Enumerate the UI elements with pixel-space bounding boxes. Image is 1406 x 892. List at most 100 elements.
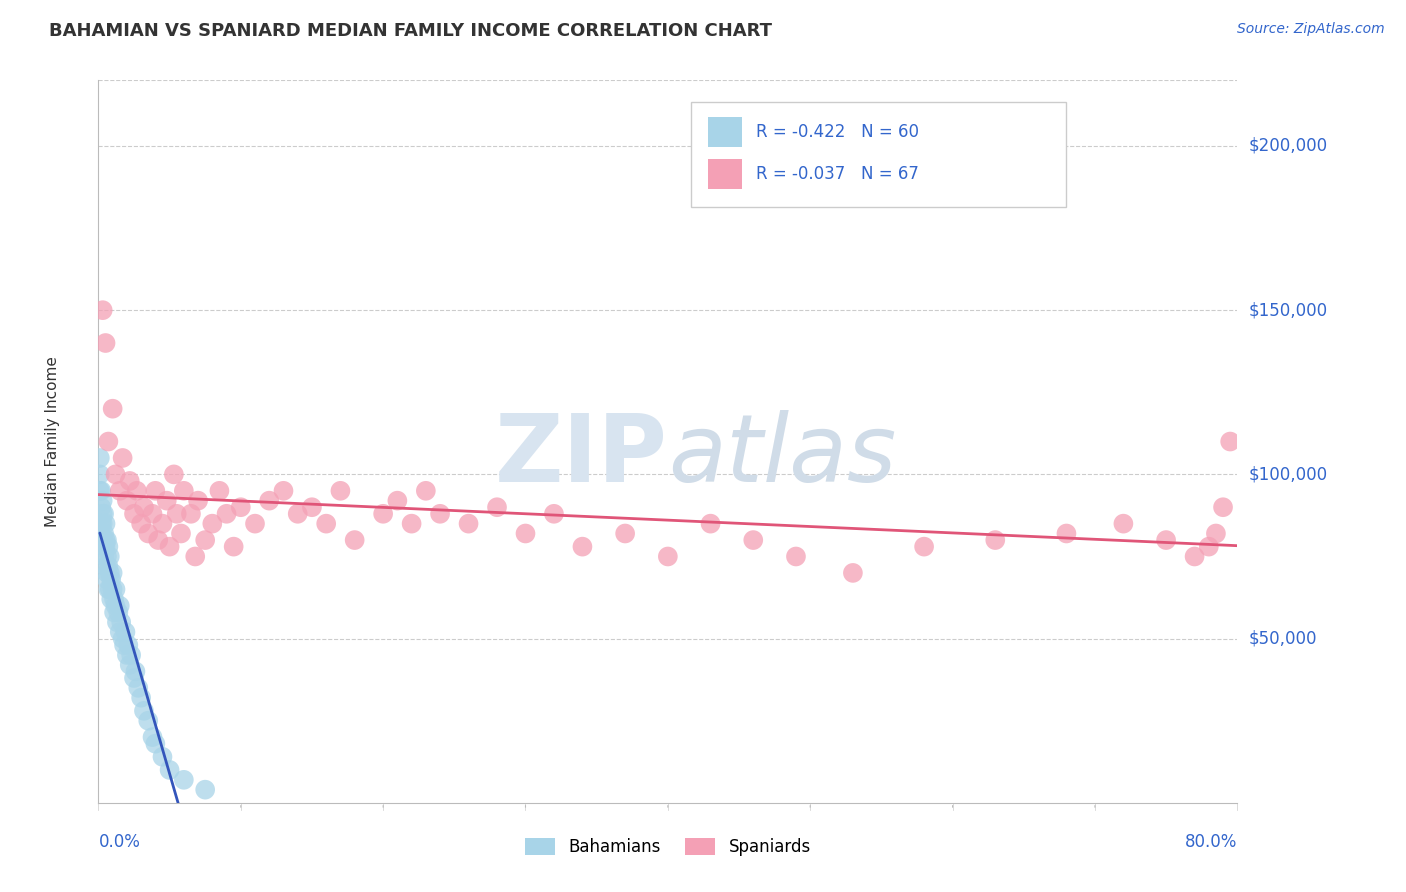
Point xyxy=(94,533,117,547)
Point xyxy=(152,516,174,531)
Point xyxy=(107,605,129,619)
Point xyxy=(1184,549,1206,564)
Point xyxy=(141,730,163,744)
Point xyxy=(415,483,437,498)
Point xyxy=(1198,540,1220,554)
Point xyxy=(152,749,174,764)
Point xyxy=(124,665,146,679)
Point xyxy=(429,507,451,521)
Point xyxy=(97,434,120,449)
Point xyxy=(136,714,159,728)
Text: BAHAMIAN VS SPANIARD MEDIAN FAMILY INCOME CORRELATION CHART: BAHAMIAN VS SPANIARD MEDIAN FAMILY INCOM… xyxy=(49,22,772,40)
Point xyxy=(97,559,120,574)
Point xyxy=(301,500,323,515)
Point xyxy=(108,599,131,613)
Point xyxy=(1056,526,1078,541)
Point xyxy=(93,540,115,554)
Point xyxy=(98,566,121,580)
Point xyxy=(100,573,122,587)
Text: Source: ZipAtlas.com: Source: ZipAtlas.com xyxy=(1237,22,1385,37)
Point xyxy=(127,681,149,695)
Point xyxy=(122,671,145,685)
Point xyxy=(201,516,224,531)
Point xyxy=(93,549,115,564)
Point xyxy=(132,500,155,515)
Point xyxy=(742,533,765,547)
Text: 80.0%: 80.0% xyxy=(1185,833,1237,851)
Point xyxy=(159,540,181,554)
Point xyxy=(273,483,295,498)
Point xyxy=(115,648,138,662)
Point xyxy=(1112,516,1135,531)
Point xyxy=(156,493,179,508)
Point xyxy=(115,493,138,508)
Point xyxy=(785,549,807,564)
Point xyxy=(90,516,112,531)
Point xyxy=(373,507,395,521)
Point xyxy=(129,516,152,531)
Point xyxy=(103,605,125,619)
Point xyxy=(515,526,537,541)
Point xyxy=(343,533,366,547)
Point xyxy=(91,516,114,531)
Point xyxy=(543,507,565,521)
Point xyxy=(118,657,141,672)
Point xyxy=(984,533,1007,547)
FancyBboxPatch shape xyxy=(707,159,742,189)
Point xyxy=(401,516,423,531)
Point xyxy=(104,582,127,597)
Point xyxy=(215,507,238,521)
Point xyxy=(105,615,128,630)
Point xyxy=(243,516,266,531)
Point xyxy=(145,483,167,498)
Point xyxy=(104,467,127,482)
Point xyxy=(457,516,479,531)
Point xyxy=(132,704,155,718)
FancyBboxPatch shape xyxy=(707,117,742,147)
FancyBboxPatch shape xyxy=(690,102,1067,207)
Point xyxy=(387,493,409,508)
Point xyxy=(229,500,252,515)
Text: R = -0.037   N = 67: R = -0.037 N = 67 xyxy=(755,165,918,183)
Point xyxy=(194,533,217,547)
Point xyxy=(287,507,309,521)
Point xyxy=(94,516,117,531)
Point xyxy=(89,467,111,482)
Point xyxy=(93,507,115,521)
Text: 0.0%: 0.0% xyxy=(98,833,141,851)
Point xyxy=(163,467,186,482)
Point xyxy=(110,615,132,630)
Point xyxy=(98,549,121,564)
Point xyxy=(657,549,679,564)
Point xyxy=(91,507,114,521)
Point xyxy=(1205,526,1227,541)
Point xyxy=(94,559,117,574)
Point xyxy=(96,533,118,547)
Point xyxy=(96,566,118,580)
Point xyxy=(112,638,135,652)
Text: atlas: atlas xyxy=(668,410,896,501)
Point xyxy=(118,474,141,488)
Point xyxy=(100,592,122,607)
Point xyxy=(141,507,163,521)
Point xyxy=(104,599,127,613)
Point xyxy=(486,500,509,515)
Point xyxy=(912,540,935,554)
Point xyxy=(842,566,865,580)
Point xyxy=(184,549,207,564)
Point xyxy=(111,632,134,646)
Legend: Bahamians, Spaniards: Bahamians, Spaniards xyxy=(524,838,811,856)
Point xyxy=(173,483,195,498)
Point xyxy=(90,483,112,498)
Point xyxy=(159,763,181,777)
Point xyxy=(93,526,115,541)
Point xyxy=(101,566,124,580)
Text: R = -0.422   N = 60: R = -0.422 N = 60 xyxy=(755,123,918,141)
Point xyxy=(222,540,245,554)
Point xyxy=(89,450,111,465)
Point xyxy=(129,690,152,705)
Point xyxy=(1219,434,1241,449)
Point xyxy=(91,533,114,547)
Point xyxy=(148,533,170,547)
Point xyxy=(94,336,117,351)
